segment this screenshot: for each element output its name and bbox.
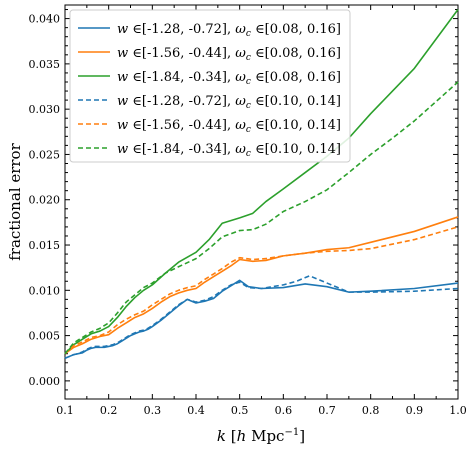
x-tick-label: 0.7 [318, 404, 336, 417]
x-tick-label: 0.3 [144, 404, 162, 417]
y-tick-label: 0.035 [29, 58, 61, 71]
x-tick-label: 1.0 [449, 404, 467, 417]
x-tick-label: 0.8 [362, 404, 380, 417]
y-tick-label: 0.005 [29, 330, 61, 343]
legend-entry: w ∈[-1.84, -0.34], ωc ∈[0.10, 0.14] [117, 142, 341, 159]
y-axis-label: fractional error [6, 142, 24, 260]
y-tick-label: 0.015 [29, 239, 61, 252]
x-tick-label: 0.9 [406, 404, 424, 417]
series-line-2 [64, 216, 459, 355]
axis-ticks: 0.1 0.2 0.3 0.4 0.5 0.6 0.7 0.8 0.9 1.0 0.000 0.005… [29, 5, 467, 417]
y-tick-label: 0.025 [29, 148, 61, 161]
series-line-5 [64, 226, 459, 355]
legend-entry: w ∈[-1.56, -0.44], ωc ∈[0.08, 0.16] [117, 46, 341, 63]
x-tick-label: 0.2 [100, 404, 118, 417]
y-tick-label: 0.020 [29, 194, 61, 207]
x-tick-label: 0.1 [56, 404, 74, 417]
legend: w ∈[-1.28, -0.72], ωc ∈[0.08, 0.16] w ∈[-… [69, 9, 351, 163]
legend-entry: w ∈[-1.56, -0.44], ωc ∈[0.10, 0.14] [117, 118, 341, 135]
y-tick-label: 0.010 [29, 284, 61, 297]
series-line-4 [64, 275, 459, 359]
y-tick-label: 0.000 [29, 375, 61, 388]
series-line-6 [64, 81, 459, 355]
x-tick-label: 0.4 [187, 404, 205, 417]
legend-box [69, 9, 351, 163]
x-tick-label: 0.5 [231, 404, 249, 417]
legend-entry: w ∈[-1.28, -0.72], ωc ∈[0.10, 0.14] [117, 94, 341, 111]
x-tick-label: 0.6 [275, 404, 293, 417]
legend-entry: w ∈[-1.28, -0.72], ωc ∈[0.08, 0.16] [117, 22, 341, 39]
x-axis-label: k [h Mpc−1] [217, 427, 305, 445]
legend-entry: w ∈[-1.84, -0.34], ωc ∈[0.08, 0.16] [117, 70, 341, 87]
y-tick-label: 0.040 [29, 13, 61, 26]
y-tick-label: 0.030 [29, 103, 61, 116]
